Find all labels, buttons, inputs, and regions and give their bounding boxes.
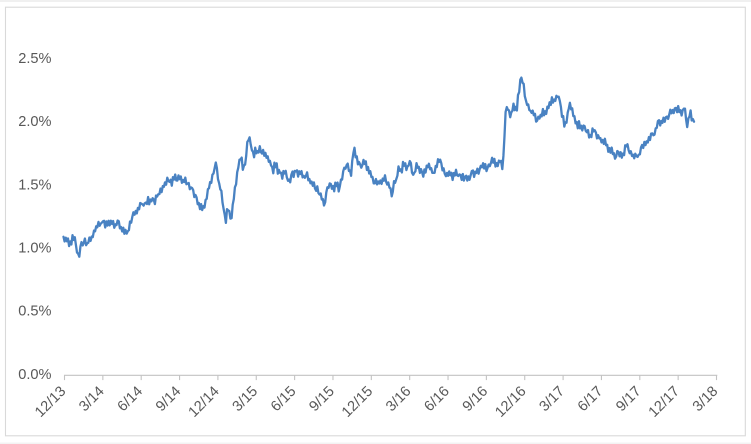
svg-text:1.5%: 1.5% [18,177,51,193]
svg-text:1.0%: 1.0% [18,240,51,256]
svg-text:2.5%: 2.5% [18,51,51,67]
svg-text:0.5%: 0.5% [18,304,51,320]
svg-text:2.0%: 2.0% [18,114,51,130]
svg-text:0.0%: 0.0% [18,367,51,383]
